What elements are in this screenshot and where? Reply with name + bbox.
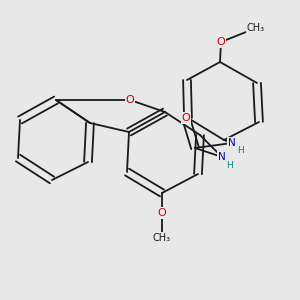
Text: O: O — [126, 95, 134, 105]
Text: O: O — [158, 208, 166, 218]
Text: N: N — [228, 138, 236, 148]
Text: CH₃: CH₃ — [247, 23, 265, 33]
Text: O: O — [182, 113, 190, 123]
Text: H: H — [226, 161, 233, 170]
Text: H: H — [238, 146, 244, 155]
Text: CH₃: CH₃ — [153, 233, 171, 243]
Text: O: O — [217, 37, 225, 47]
Text: N: N — [218, 152, 226, 162]
